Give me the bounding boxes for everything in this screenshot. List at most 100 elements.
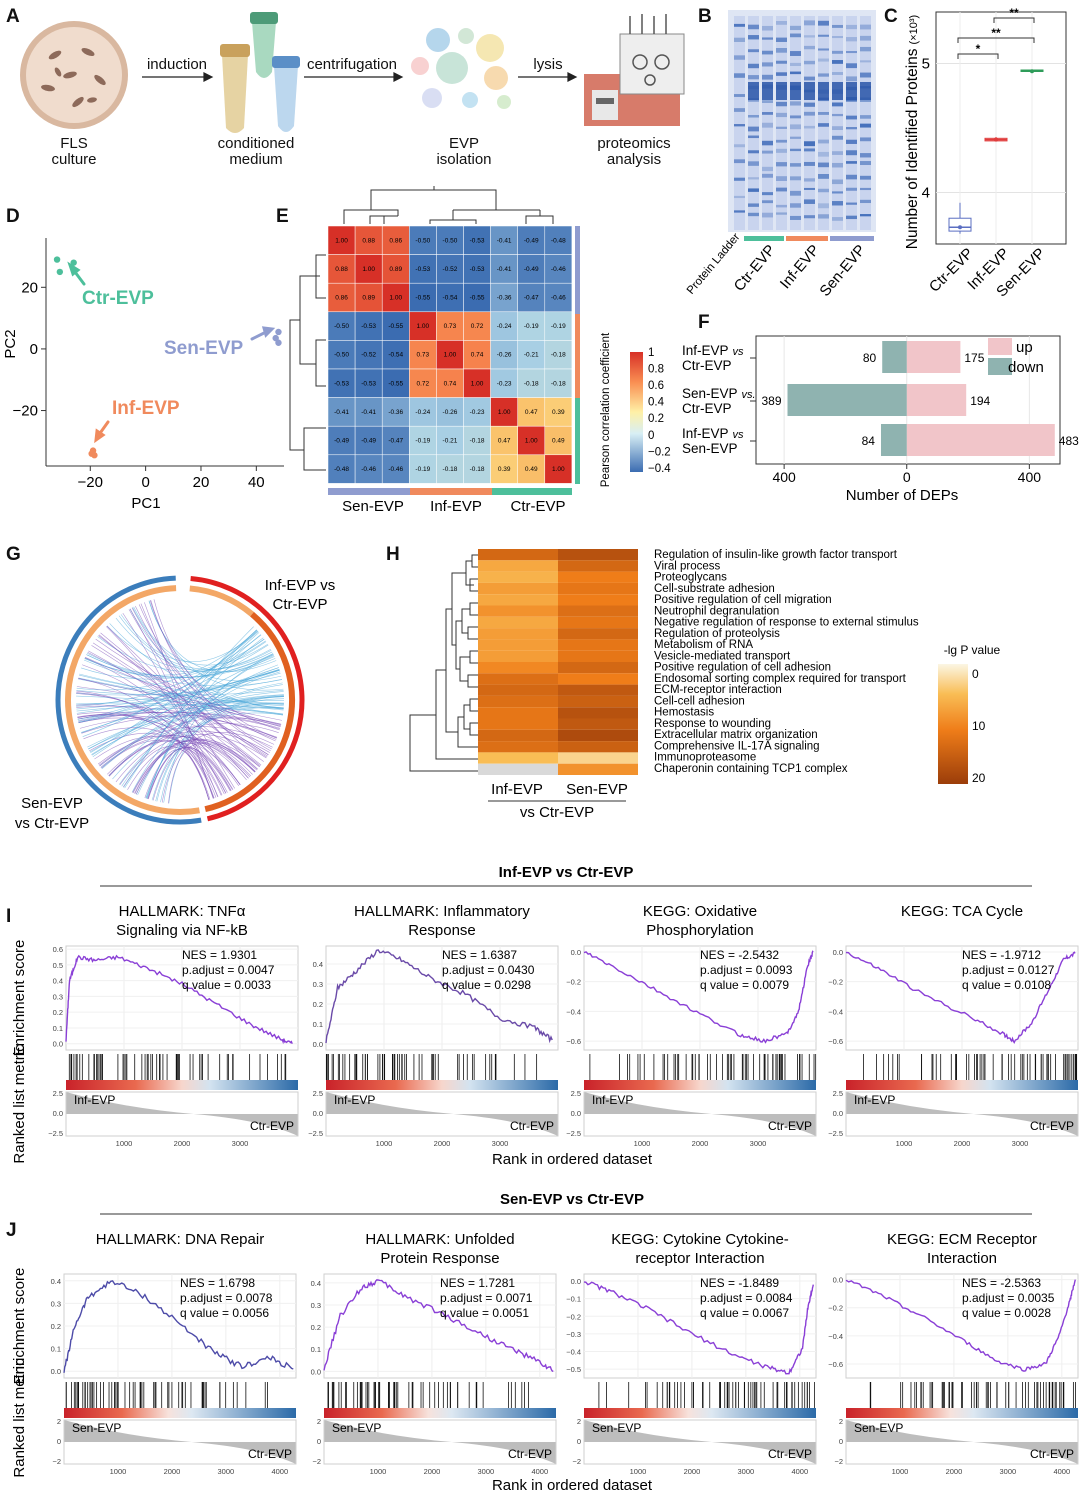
heatmap-cell xyxy=(327,454,356,484)
arrow-head-icon xyxy=(203,72,214,82)
enrichment-curve xyxy=(323,1279,554,1373)
heatmap-cell xyxy=(544,340,573,370)
step-label-1-line2: culture xyxy=(51,151,96,168)
y-tick-label: 0.3 xyxy=(51,1299,61,1308)
gel-group-bar-sen xyxy=(830,236,874,241)
y-tick-label: −20 xyxy=(13,403,38,420)
heatmap-cell-value: 1.00 xyxy=(498,409,511,416)
category-label-group: Inf-EVP xyxy=(682,426,729,441)
chord-link xyxy=(148,600,284,691)
gel-band xyxy=(776,82,787,100)
chord-link xyxy=(153,599,277,739)
gel-band xyxy=(832,191,843,194)
colorbar-tick-label: 0 xyxy=(648,430,654,442)
metric-frame xyxy=(323,1419,557,1465)
heatmap-cell xyxy=(381,282,410,313)
y-axis-label: PC2 xyxy=(2,329,19,358)
heatmap-cell xyxy=(478,628,558,640)
gel-group-label-inf: Inf-EVP xyxy=(777,242,823,293)
gel-band xyxy=(762,37,773,40)
gel-band xyxy=(832,72,843,75)
metric-tick-label: −2 xyxy=(52,1457,61,1466)
y-tick-label: 0.0 xyxy=(571,948,581,957)
gel-band xyxy=(762,25,773,31)
heatmap-cell-value: -0.55 xyxy=(388,380,403,387)
metric-tick-label: −2 xyxy=(312,1457,321,1466)
chord-link xyxy=(84,657,234,790)
chord-link xyxy=(101,739,217,798)
term-label: Comprehensive IL-17A signaling xyxy=(654,740,820,752)
chord-link xyxy=(106,625,272,671)
heatmap-cell xyxy=(558,628,638,640)
heatmap-cell xyxy=(381,368,410,398)
gel-band xyxy=(776,212,787,215)
bar-value-up: 483 xyxy=(1059,434,1079,448)
chord-link xyxy=(76,712,210,800)
stat-qvalue: q value = 0.0298 xyxy=(442,978,531,992)
chord-link xyxy=(76,678,282,696)
heatmap-cell xyxy=(409,311,437,341)
gel-band xyxy=(762,212,773,218)
y-tick-label: 0.4 xyxy=(311,1279,321,1288)
data-point xyxy=(53,256,61,263)
term-label: Positive regulation of cell migration xyxy=(654,594,832,606)
stat-padj: p.adjust = 0.0035 xyxy=(962,1291,1055,1305)
gel-band xyxy=(790,33,801,38)
metric-bar xyxy=(64,1408,296,1418)
data-point xyxy=(88,450,95,457)
gel-band xyxy=(804,60,815,65)
term-label: Endosomal sorting complex required for t… xyxy=(654,673,907,685)
category-label-line1: Sen-EVP vs. xyxy=(682,386,756,401)
data-point xyxy=(958,225,962,230)
heatmap-cell xyxy=(558,639,638,651)
gel-band xyxy=(804,82,815,100)
gel-band xyxy=(776,72,787,76)
x-tick-label: 40 xyxy=(248,474,265,491)
gel-band xyxy=(832,151,843,155)
metric-tick-label: 0.0 xyxy=(53,1109,63,1118)
term-label: Cell-cell adhesion xyxy=(654,695,745,707)
outer-ring-inf xyxy=(190,575,305,822)
metric-tick-label: 2 xyxy=(839,1417,843,1426)
x-tick-label: 3000 xyxy=(750,1139,767,1148)
gel-band xyxy=(776,139,787,143)
heatmap-cell xyxy=(409,425,437,456)
gel-band xyxy=(776,162,787,167)
heatmap-cell xyxy=(558,560,638,572)
metric-frame xyxy=(65,1091,299,1137)
chord-link xyxy=(135,605,264,762)
heatmap-cell xyxy=(490,311,518,341)
gel-band xyxy=(762,166,773,172)
gel-lane xyxy=(860,16,871,230)
heatmap-cell-value: -0.53 xyxy=(334,380,349,387)
heatmap-cell xyxy=(354,282,383,313)
plot-title-line1: KEGG: ECM Receptor xyxy=(887,1231,1037,1248)
gel-band xyxy=(762,140,773,146)
colorbar xyxy=(630,352,643,472)
chord-link xyxy=(109,623,284,709)
chord-link xyxy=(78,678,284,715)
chord-link xyxy=(133,606,268,666)
metric-frame xyxy=(583,1091,817,1137)
y-tick-label: 0.1 xyxy=(53,1024,63,1033)
heatmap-cell xyxy=(490,282,518,313)
y-axis-label: Number of Identified Proteins(×10³) xyxy=(904,15,921,249)
gel-band xyxy=(860,153,871,158)
stat-padj: p.adjust = 0.0071 xyxy=(440,1291,533,1305)
stat-nes: NES = 1.9301 xyxy=(182,948,257,962)
chord-link xyxy=(77,714,256,773)
heatmap-cell-value: 0.49 xyxy=(552,438,565,445)
data-point xyxy=(1030,69,1034,74)
x-axis-label: PC1 xyxy=(131,495,160,512)
y-tick-label: 0.0 xyxy=(313,1040,323,1049)
heatmap-cell xyxy=(463,225,491,255)
x-tick-label: 1000 xyxy=(630,1467,647,1476)
metric-tick-label: 0.0 xyxy=(833,1109,843,1118)
chord-link xyxy=(81,715,280,734)
gel-band xyxy=(832,35,843,39)
chord-link xyxy=(134,739,257,794)
plot-title-line1: HALLMARK: Unfolded xyxy=(365,1231,514,1248)
gel-band xyxy=(846,215,857,220)
y-tick-label: −0.4 xyxy=(828,1007,843,1016)
gel-band xyxy=(748,212,759,217)
